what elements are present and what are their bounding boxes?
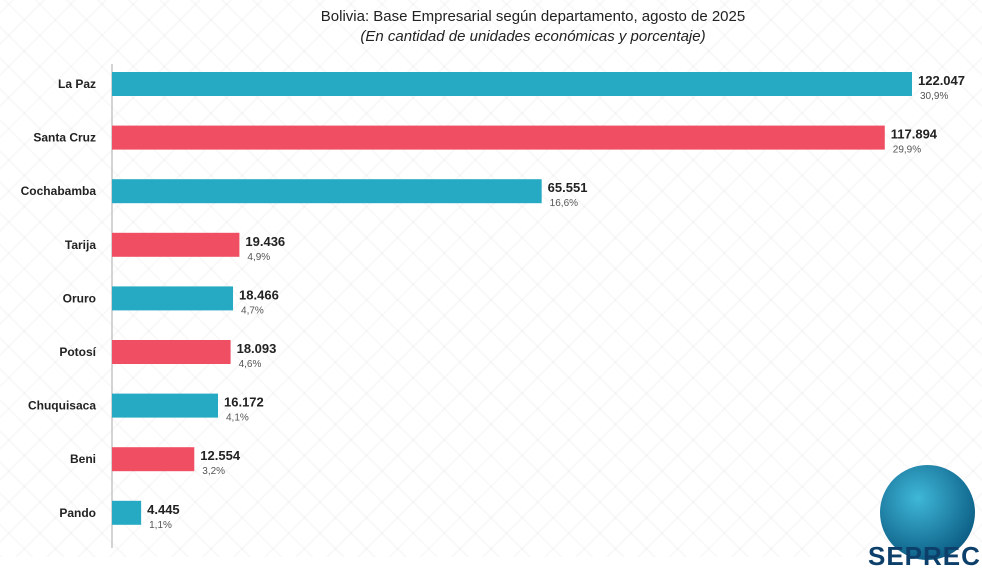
chart-title: Bolivia: Base Empresarial según departam… <box>320 8 746 25</box>
bar-0 <box>112 72 912 96</box>
value-label: 18.466 <box>239 287 279 302</box>
value-label: 4.445 <box>147 502 180 517</box>
bar-2 <box>112 179 542 204</box>
value-label: 65.551 <box>548 180 588 195</box>
bar-6 <box>112 393 219 418</box>
bar-1 <box>112 125 885 150</box>
value-label: 18.093 <box>237 341 277 356</box>
percent-label: 1,1% <box>149 520 172 531</box>
category-label: Tarija <box>65 238 96 252</box>
percent-label: 3,2% <box>202 466 225 477</box>
bar-7 <box>112 447 195 472</box>
bar-5 <box>112 340 231 364</box>
category-label: Pando <box>59 506 96 520</box>
percent-label: 4,6% <box>239 359 262 370</box>
percent-label: 4,1% <box>226 413 249 424</box>
category-label: La Paz <box>58 77 96 91</box>
category-label: Potosí <box>59 345 96 359</box>
value-label: 12.554 <box>200 448 241 463</box>
logo <box>880 465 975 560</box>
category-label: Oruro <box>63 291 96 305</box>
value-label: 16.172 <box>224 395 264 410</box>
category-label: Santa Cruz <box>33 131 96 145</box>
bar-4 <box>112 286 234 311</box>
category-label: Beni <box>70 452 96 466</box>
category-label: Chuquisaca <box>28 399 96 413</box>
percent-label: 16,6% <box>550 198 578 209</box>
bar-8 <box>112 500 142 525</box>
percent-label: 4,7% <box>241 305 264 316</box>
percent-label: 29,9% <box>893 145 921 156</box>
value-label: 122.047 <box>918 73 965 88</box>
value-label: 19.436 <box>245 234 285 249</box>
bar-3 <box>112 232 240 257</box>
percent-label: 30,9% <box>920 91 948 102</box>
category-label: Cochabamba <box>21 184 97 198</box>
percent-label: 4,9% <box>247 252 270 263</box>
bar-chart: La Paz 122.047 30,9% Santa Cruz 117.894 29,9%… <box>21 64 965 548</box>
chart-subtitle: (En cantidad de unidades económicas y po… <box>360 28 706 45</box>
value-label: 117.894 <box>891 127 938 142</box>
